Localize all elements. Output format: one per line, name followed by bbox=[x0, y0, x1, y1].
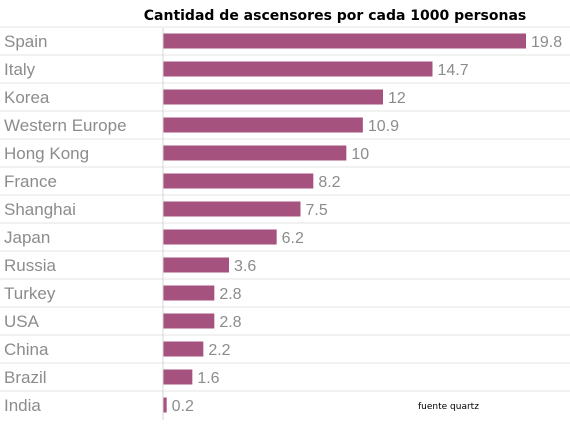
bar-italy bbox=[163, 61, 433, 77]
bar-russia bbox=[163, 257, 229, 273]
bar-brazil bbox=[163, 369, 193, 385]
category-label-russia: Russia bbox=[4, 256, 57, 275]
value-label-russia: 3.6 bbox=[234, 258, 256, 275]
bar-france bbox=[163, 173, 314, 189]
value-label-italy: 14.7 bbox=[438, 62, 469, 79]
bar-usa bbox=[163, 313, 215, 329]
value-label-brazil: 1.6 bbox=[197, 370, 219, 387]
value-label-china: 2.2 bbox=[208, 342, 230, 359]
category-label-shanghai: Shanghai bbox=[4, 200, 76, 219]
bar-china bbox=[163, 341, 204, 357]
value-label-france: 8.2 bbox=[318, 174, 340, 191]
category-label-india: India bbox=[4, 396, 41, 415]
bar-hong-kong bbox=[163, 145, 347, 161]
category-label-japan: Japan bbox=[4, 228, 50, 247]
value-label-turkey: 2.8 bbox=[219, 286, 241, 303]
bar-spain bbox=[163, 33, 526, 49]
category-label-brazil: Brazil bbox=[4, 368, 47, 387]
value-label-hong-kong: 10 bbox=[351, 146, 369, 163]
category-label-france: France bbox=[4, 172, 57, 191]
value-label-usa: 2.8 bbox=[219, 314, 241, 331]
bar-japan bbox=[163, 229, 277, 245]
category-label-turkey: Turkey bbox=[4, 284, 56, 303]
category-label-italy: Italy bbox=[4, 60, 36, 79]
bar-western-europe bbox=[163, 117, 363, 133]
bar-turkey bbox=[163, 285, 215, 301]
category-label-spain: Spain bbox=[4, 32, 47, 51]
category-label-western-europe: Western Europe bbox=[4, 116, 127, 135]
bar-india bbox=[163, 397, 167, 413]
category-label-china: China bbox=[4, 340, 49, 359]
category-label-korea: Korea bbox=[4, 88, 50, 107]
source-note: fuente quartz bbox=[418, 402, 479, 412]
category-label-hong-kong: Hong Kong bbox=[4, 144, 89, 163]
category-label-usa: USA bbox=[4, 312, 40, 331]
bar-korea bbox=[163, 89, 383, 105]
value-label-shanghai: 7.5 bbox=[306, 202, 328, 219]
value-label-western-europe: 10.9 bbox=[368, 118, 399, 135]
value-label-india: 0.2 bbox=[172, 398, 194, 415]
chart-title: Cantidad de ascensores por cada 1000 per… bbox=[143, 8, 527, 24]
value-label-spain: 19.8 bbox=[531, 34, 562, 51]
value-label-japan: 6.2 bbox=[282, 230, 304, 247]
bar-shanghai bbox=[163, 201, 301, 217]
value-label-korea: 12 bbox=[388, 90, 406, 107]
